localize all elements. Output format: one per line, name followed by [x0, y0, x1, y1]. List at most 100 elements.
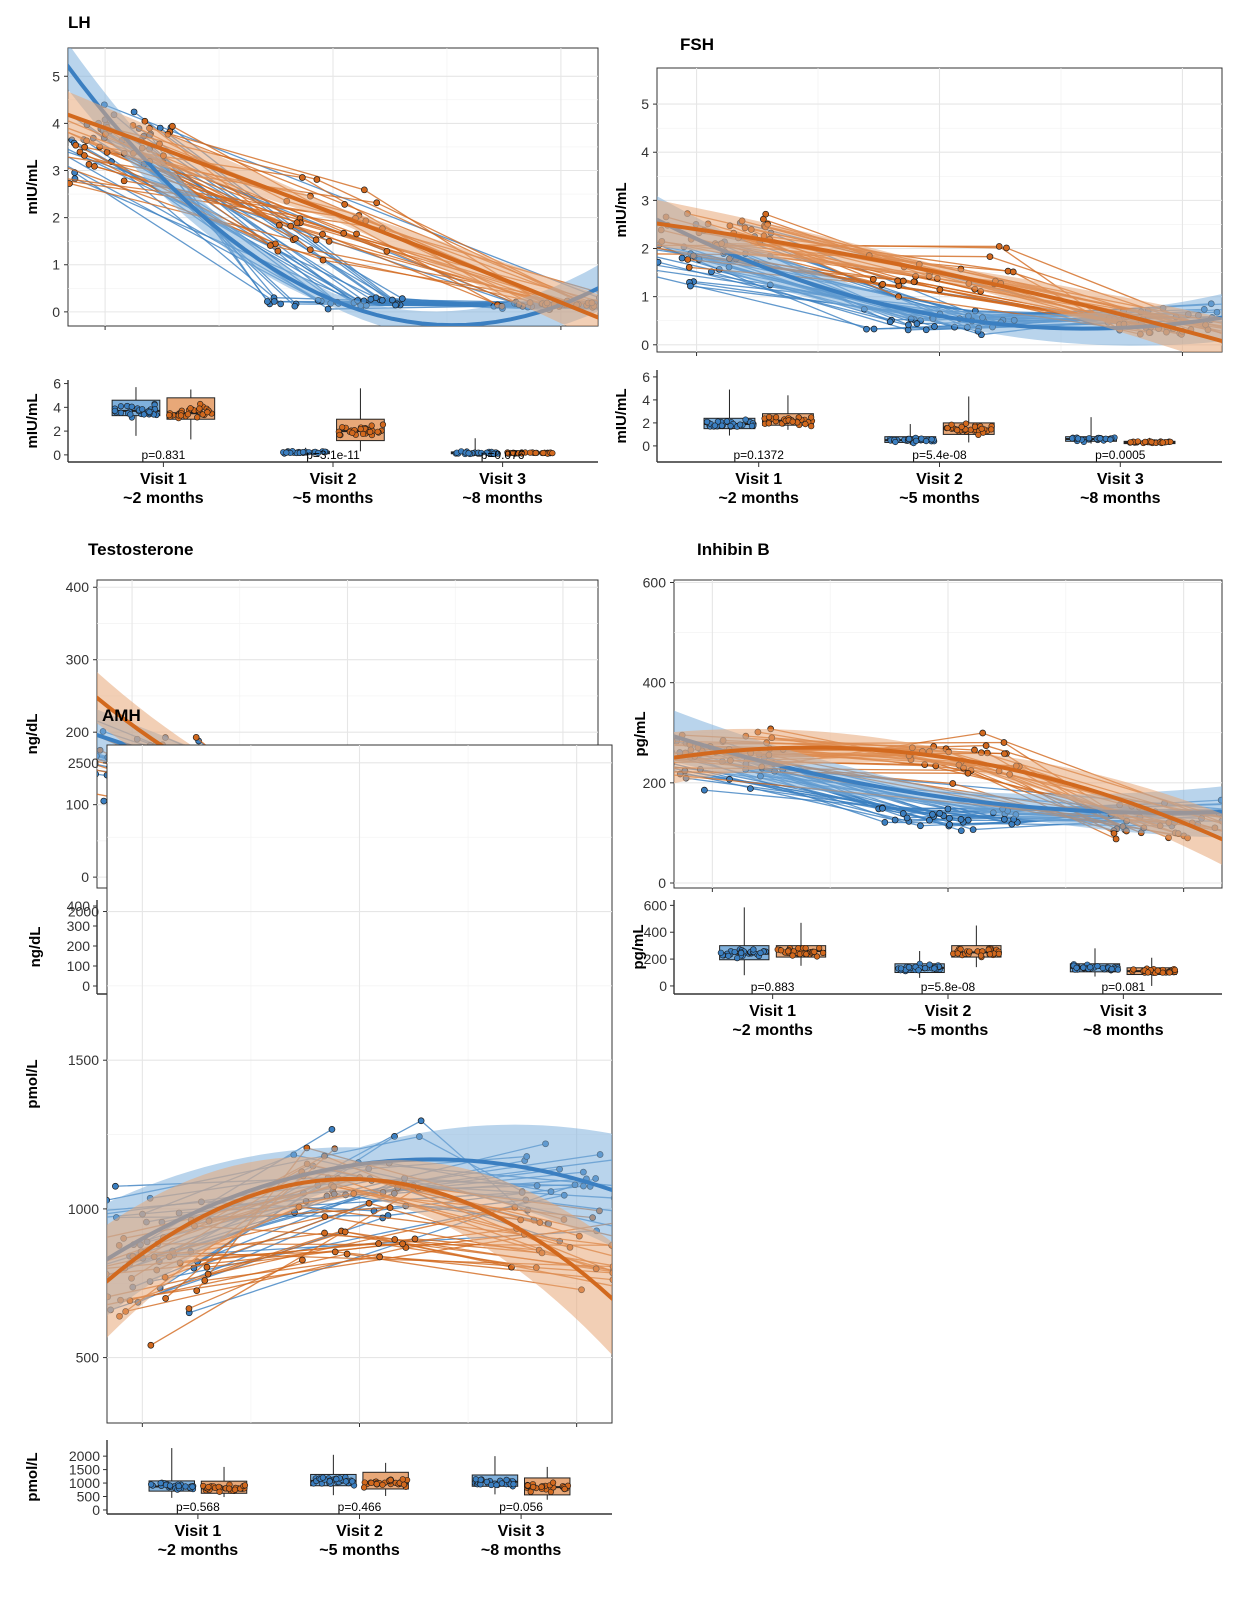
box-jitter-point: [734, 955, 741, 962]
box-jitter-point: [515, 450, 522, 457]
box-jitter-point: [478, 449, 485, 457]
box-jitter-point: [1074, 435, 1082, 442]
data-point: [91, 162, 98, 170]
data-point: [1000, 739, 1008, 746]
data-point: [620, 791, 626, 797]
visit-sublabel: ~8 months: [1083, 1022, 1164, 1039]
data-point: [627, 1266, 633, 1272]
data-point: [654, 764, 660, 770]
data-point: [298, 174, 306, 181]
data-point: [944, 805, 952, 813]
box-jitter-point: [703, 418, 711, 425]
box-jitter-point: [111, 407, 119, 415]
data-point: [615, 1219, 621, 1225]
data-point: [616, 1234, 622, 1240]
box-jitter-point: [187, 405, 194, 412]
box-orange-visit-2: [942, 396, 995, 443]
data-point: [100, 797, 108, 805]
smooth-curve-orange: [657, 221, 1222, 344]
box-y-tick-label: 2: [53, 423, 61, 439]
data-point: [85, 161, 93, 168]
panel-fsh: FSH 0 1 2 3 4 5 mIU/mL 0 2 4 6 mIU/mL p=0.1372 p=5.4e-…: [613, 35, 1240, 507]
y-tick-label: 1: [52, 257, 60, 273]
box-jitter-point: [196, 405, 203, 412]
data-point: [325, 237, 333, 245]
box-jitter-point: [1142, 438, 1149, 445]
box-jitter-point: [1099, 964, 1106, 972]
data-point: [82, 1239, 88, 1245]
box-jitter-point: [549, 450, 556, 457]
box-jitter-point: [379, 1481, 386, 1488]
y-tick-label: 2000: [68, 904, 99, 920]
box-jitter-point: [315, 449, 322, 457]
box-jitter-point: [349, 1478, 356, 1485]
box-jitter-point: [117, 403, 124, 410]
p-value-label: p=0.466: [338, 1500, 382, 1514]
visit-label: Visit 1: [140, 471, 187, 488]
data-point: [57, 105, 63, 111]
box-jitter-point: [127, 411, 134, 418]
box-jitter-point: [757, 949, 764, 956]
y-tick-label: 0: [81, 869, 89, 885]
box-jitter-point: [336, 431, 343, 439]
box-y-tick-label: 4: [642, 392, 650, 408]
data-point: [613, 790, 619, 796]
data-point: [637, 1242, 643, 1248]
confidence-band-blue: [674, 710, 1222, 838]
box-blue-visit-3: [450, 438, 501, 458]
box-jitter-point: [477, 1476, 484, 1483]
data-point: [41, 174, 47, 180]
box-y-tick-label: 600: [644, 897, 668, 913]
box-jitter-point: [1085, 435, 1093, 442]
data-point: [376, 1253, 384, 1261]
y-tick-label: 1: [641, 289, 649, 305]
visit-label: Visit 2: [310, 471, 357, 488]
box-blue-visit-2: [280, 447, 330, 457]
box-jitter-point: [772, 414, 780, 421]
data-point: [81, 143, 88, 151]
box-jitter-point: [808, 414, 815, 421]
box-blue-visit-1: [148, 1448, 197, 1498]
box-jitter-point: [205, 1483, 212, 1491]
box-y-tick-label: 200: [644, 951, 668, 967]
y-axis-title: pmol/L: [24, 1059, 41, 1108]
box-jitter-point: [926, 961, 933, 968]
data-point: [1224, 331, 1230, 337]
data-point: [1236, 815, 1242, 821]
y-axis-title: mIU/mL: [613, 182, 630, 237]
data-point: [894, 277, 901, 285]
data-point: [891, 816, 899, 824]
data-point: [52, 152, 58, 158]
box-jitter-point: [1107, 436, 1114, 443]
box-y-tick-label: 1000: [69, 1475, 100, 1491]
y-tick-label: 3: [641, 192, 649, 208]
box-jitter-point: [931, 965, 938, 972]
data-point: [627, 1271, 633, 1277]
box-jitter-point: [1080, 964, 1087, 971]
data-point: [1234, 316, 1240, 322]
data-point: [306, 246, 314, 254]
data-point: [343, 1250, 351, 1258]
y-tick-label: 4: [52, 115, 60, 131]
box-jitter-point: [1171, 966, 1178, 973]
box-jitter-point: [1130, 966, 1137, 973]
box-y-tick-label: 0: [53, 447, 61, 463]
box-jitter-point: [802, 945, 809, 952]
box-jitter-point: [387, 1476, 394, 1484]
data-point: [726, 775, 733, 783]
data-point: [112, 1182, 119, 1190]
data-point: [192, 733, 200, 741]
box-jitter-point: [283, 449, 290, 456]
data-point: [995, 243, 1003, 250]
data-point: [957, 827, 965, 835]
data-point: [926, 816, 933, 824]
data-point: [319, 256, 327, 264]
data-point: [620, 870, 626, 876]
box-jitter-point: [766, 413, 773, 421]
box-jitter-point: [226, 1485, 233, 1492]
box-jitter-point: [737, 421, 744, 428]
box-jitter-point: [1134, 438, 1141, 445]
data-point: [1112, 835, 1120, 843]
box-jitter-point: [215, 1483, 222, 1490]
box-jitter-point: [918, 435, 925, 442]
